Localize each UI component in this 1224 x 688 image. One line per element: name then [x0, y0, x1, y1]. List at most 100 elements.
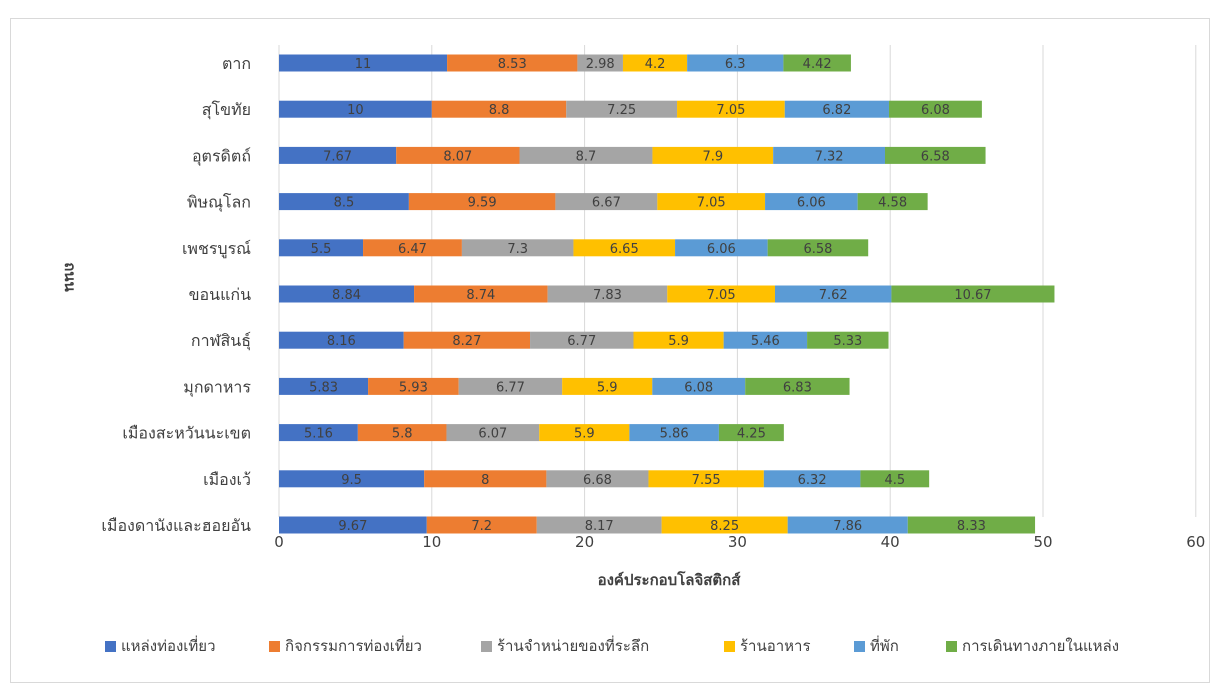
data-label: 6.08	[921, 103, 950, 118]
data-label: 8.5	[334, 196, 355, 211]
bar-segment	[745, 377, 850, 395]
bar-segment	[279, 239, 364, 257]
bar-segment	[891, 285, 1055, 303]
data-label: 6.3	[725, 57, 746, 72]
bar-segment	[667, 285, 775, 303]
bar-segment	[629, 424, 719, 442]
bar-segment	[461, 239, 574, 257]
data-label: 8.07	[443, 149, 472, 164]
bar-segment	[546, 470, 649, 488]
data-label: 6.65	[610, 242, 639, 257]
bar-segment	[566, 100, 678, 118]
bar-segment	[431, 100, 567, 118]
bar-segment	[857, 193, 928, 211]
bar-segment	[424, 470, 547, 488]
data-label: 6.77	[496, 380, 525, 395]
bar-segment	[363, 239, 462, 257]
data-label: 7.05	[716, 103, 745, 118]
bar-segment	[807, 331, 889, 349]
y-axis-title: ถนน	[61, 262, 79, 292]
bar-segment	[446, 424, 540, 442]
bar-segment	[718, 424, 784, 442]
category-label: เพชรบูรณ์	[182, 239, 251, 259]
category-label: กาฬสินธุ์	[191, 331, 251, 351]
bar-segment	[723, 331, 808, 349]
data-label: 8.25	[710, 519, 739, 534]
bar-segment	[885, 146, 986, 164]
data-label: 6.58	[921, 149, 950, 164]
legend-swatch	[946, 641, 957, 652]
bar-segment	[279, 470, 425, 488]
data-label: 6.68	[583, 473, 612, 488]
bar-segment	[539, 424, 630, 442]
x-tick-label: 20	[575, 533, 594, 551]
data-label: 7.05	[707, 288, 736, 303]
bar-segment	[414, 285, 548, 303]
data-label: 10	[347, 103, 364, 118]
legend-swatch	[269, 641, 280, 652]
x-tick-label: 60	[1186, 533, 1205, 551]
data-label: 6.32	[798, 473, 827, 488]
bar-segment	[577, 54, 623, 72]
x-tick-label: 40	[881, 533, 900, 551]
bar-segment	[763, 470, 861, 488]
data-label: 7.62	[819, 288, 848, 303]
data-label: 6.08	[684, 380, 713, 395]
data-label: 6.58	[803, 242, 832, 257]
data-label: 7.55	[692, 473, 721, 488]
data-label: 11	[355, 57, 372, 72]
legend-label: กิจกรรมการท่องเที่ยว	[285, 635, 422, 655]
data-label: 6.06	[797, 196, 826, 211]
category-label: อุตรดิตถ์	[192, 146, 251, 166]
data-label: 4.42	[803, 57, 832, 72]
x-tick-label: 50	[1033, 533, 1052, 551]
legend-swatch	[481, 641, 492, 652]
data-label: 5.9	[668, 334, 689, 349]
bar-segment	[767, 239, 869, 257]
data-label: 7.2	[471, 519, 492, 534]
legend-swatch	[105, 641, 116, 652]
legend-item: ที่พัก	[854, 635, 899, 655]
data-label: 8.17	[585, 519, 614, 534]
data-label: 4.5	[884, 473, 905, 488]
data-label: 7.05	[697, 196, 726, 211]
bar-segment	[888, 100, 982, 118]
legend-label: ที่พัก	[870, 635, 899, 655]
data-label: 4.58	[878, 196, 907, 211]
legend-swatch	[854, 641, 865, 652]
bar-segment	[357, 424, 447, 442]
data-label: 4.25	[737, 427, 766, 442]
stacked-bar-chart: 11 8.53 2.98 4.2 6.3 4.42 10 8.8 7.25 7.05 6.82 6.0…	[61, 45, 1205, 655]
bar-segment	[675, 239, 768, 257]
category-label: เมืองเว้	[203, 470, 251, 489]
bar-segment	[657, 193, 766, 211]
bar-segment	[562, 377, 653, 395]
data-label: 5.9	[574, 427, 595, 442]
data-label: 8.33	[957, 519, 986, 534]
data-label: 8.7	[576, 149, 597, 164]
bar-segment	[622, 54, 688, 72]
bar-segment	[396, 146, 520, 164]
data-label: 5.83	[309, 380, 338, 395]
data-label: 7.25	[607, 103, 636, 118]
category-label: สุโขทัย	[202, 100, 251, 120]
bar-segment	[787, 516, 908, 534]
legend-item: ร้านอาหาร	[724, 637, 811, 655]
bar-segment	[447, 54, 578, 72]
data-label: 8.84	[332, 288, 361, 303]
data-label: 4.2	[645, 57, 666, 72]
bar-segment	[648, 470, 764, 488]
legend-item: กิจกรรมการท่องเที่ยว	[269, 635, 422, 655]
bar-segment	[368, 377, 459, 395]
chart-frame: 11 8.53 2.98 4.2 6.3 4.42 10 8.8 7.25 7.05 6.82 6.0…	[10, 18, 1210, 683]
data-label: 9.59	[468, 196, 497, 211]
bar-segment	[279, 377, 369, 395]
bar-segment	[860, 470, 930, 488]
category-label: ขอนแก่น	[189, 285, 251, 304]
x-tick-label: 10	[422, 533, 441, 551]
data-label: 7.9	[702, 149, 723, 164]
data-label: 6.67	[592, 196, 621, 211]
bar-segment	[279, 331, 404, 349]
bar-segment	[633, 331, 724, 349]
data-label: 5.8	[392, 427, 413, 442]
